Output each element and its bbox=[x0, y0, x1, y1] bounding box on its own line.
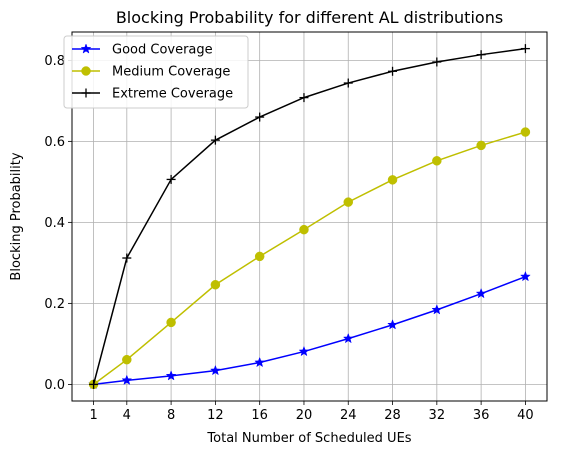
y-tick-label: 0.8 bbox=[44, 54, 65, 69]
legend-item: Medium Coverage bbox=[72, 65, 230, 80]
legend-item: Good Coverage bbox=[72, 43, 213, 58]
data-point bbox=[122, 354, 132, 365]
data-point bbox=[122, 253, 132, 263]
data-point bbox=[166, 174, 176, 184]
x-tick-label: 12 bbox=[207, 408, 224, 423]
x-tick-label: 24 bbox=[340, 408, 357, 423]
y-tick-label: 0.2 bbox=[44, 297, 65, 312]
data-point bbox=[166, 317, 176, 328]
data-point bbox=[520, 127, 531, 137]
data-point bbox=[299, 93, 309, 103]
data-point bbox=[519, 270, 531, 282]
data-point bbox=[254, 251, 265, 262]
y-axis-label: Blocking Probability bbox=[9, 152, 24, 280]
x-tick-label: 16 bbox=[251, 408, 268, 423]
x-tick-label: 20 bbox=[296, 408, 313, 423]
data-point bbox=[387, 175, 398, 185]
x-tick-label: 1 bbox=[89, 408, 97, 423]
series-good-coverage bbox=[88, 270, 531, 390]
data-point bbox=[343, 197, 354, 207]
data-point bbox=[475, 287, 487, 299]
x-tick-label: 36 bbox=[473, 408, 490, 423]
legend-marker bbox=[81, 88, 91, 98]
data-point bbox=[121, 374, 133, 385]
data-point bbox=[387, 319, 398, 330]
legend: Good Coverage Medium Coverage Extreme Cove… bbox=[63, 35, 249, 109]
x-tick-label: 32 bbox=[429, 408, 446, 423]
x-tick-label: 4 bbox=[123, 408, 131, 423]
legend-label: Good Coverage bbox=[112, 43, 213, 58]
legend-item: Extreme Coverage bbox=[72, 87, 233, 102]
data-point bbox=[89, 379, 99, 389]
data-point bbox=[255, 112, 265, 122]
data-point bbox=[210, 280, 221, 290]
data-point bbox=[165, 370, 177, 381]
data-point bbox=[299, 224, 309, 235]
x-tick-label: 8 bbox=[167, 408, 175, 423]
data-point bbox=[520, 44, 530, 54]
y-tick-label: 0.6 bbox=[44, 135, 65, 150]
chart-title: Blocking Probability for different AL di… bbox=[116, 8, 503, 27]
axis-ticks: 1 4 8 12 16 20 24 28 32 36 40 0.0 0.2 0.4 0.6 0.8 bbox=[44, 54, 533, 423]
data-point bbox=[432, 156, 442, 166]
data-point bbox=[342, 332, 354, 344]
series-group bbox=[88, 44, 531, 390]
data-point bbox=[388, 66, 398, 76]
legend-marker bbox=[80, 43, 92, 54]
data-point bbox=[476, 50, 486, 60]
data-point bbox=[476, 140, 486, 151]
legend-marker bbox=[81, 66, 91, 76]
data-point bbox=[431, 304, 443, 315]
y-tick-label: 0.4 bbox=[44, 216, 65, 231]
x-tick-label: 40 bbox=[517, 408, 534, 423]
data-point bbox=[343, 78, 353, 88]
y-tick-label: 0.0 bbox=[44, 378, 65, 393]
data-point bbox=[432, 57, 442, 67]
legend-label: Medium Coverage bbox=[112, 65, 230, 80]
data-point bbox=[254, 356, 266, 368]
plot-frame bbox=[71, 31, 548, 402]
data-point bbox=[209, 364, 221, 376]
x-axis-label: Total Number of Scheduled UEs bbox=[206, 431, 411, 446]
data-point bbox=[298, 345, 310, 357]
legend-label: Extreme Coverage bbox=[112, 87, 233, 102]
legend-box bbox=[63, 35, 249, 109]
series-extreme-coverage bbox=[89, 44, 530, 389]
x-tick-label: 28 bbox=[384, 408, 401, 423]
data-point bbox=[210, 135, 220, 145]
